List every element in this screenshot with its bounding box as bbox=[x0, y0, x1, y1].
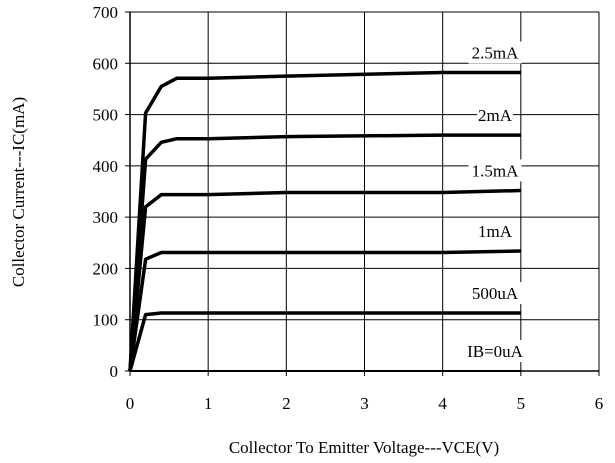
x-tick-label: 5 bbox=[517, 394, 526, 413]
series-line bbox=[128, 188, 521, 372]
y-tick-label: 500 bbox=[93, 106, 119, 125]
curve-label: 2.5mA bbox=[472, 44, 519, 63]
y-tick-label: 200 bbox=[93, 259, 119, 278]
x-tick-label: 2 bbox=[282, 394, 291, 413]
tick-labels: 0 1 2 3 4 5 6 0 100 200 300 400 500 600 700 bbox=[93, 3, 604, 413]
y-tick-label: 300 bbox=[93, 208, 119, 227]
series-group bbox=[128, 70, 521, 372]
x-axis-title: Collector To Emitter Voltage---VCE(V) bbox=[229, 438, 499, 457]
curve-label: 500uA bbox=[472, 284, 519, 303]
x-tick-label: 4 bbox=[438, 394, 447, 413]
curve-label-background bbox=[464, 340, 526, 362]
y-tick-label: 600 bbox=[93, 54, 119, 73]
curve-label: 1.5mA bbox=[472, 161, 519, 180]
y-tick-label: 0 bbox=[110, 362, 119, 381]
curve-label: 2mA bbox=[478, 106, 513, 125]
y-tick-label: 100 bbox=[93, 311, 119, 330]
axes bbox=[125, 11, 600, 376]
curve-label: 1mA bbox=[478, 222, 513, 241]
curve-label: IB=0uA bbox=[467, 342, 524, 361]
curve-label-background bbox=[468, 41, 522, 64]
series-line bbox=[128, 249, 521, 372]
series-line bbox=[128, 311, 521, 372]
curve-label-background bbox=[468, 159, 522, 182]
curve-label-background bbox=[477, 104, 513, 127]
curve-labels: IB=0uA 500uA 1mA 1.5mA 2mA 2.5mA bbox=[464, 41, 526, 362]
y-tick-label: 400 bbox=[93, 157, 119, 176]
x-tick-label: 0 bbox=[126, 394, 135, 413]
x-tick-label: 6 bbox=[595, 394, 604, 413]
curve-label-background bbox=[477, 219, 513, 242]
curve-label-background bbox=[468, 282, 522, 305]
y-axis-title: Collector Current---IC(mA) bbox=[9, 97, 28, 287]
series-line bbox=[128, 133, 521, 372]
grid bbox=[130, 11, 599, 371]
x-tick-label: 3 bbox=[360, 394, 369, 413]
series-line bbox=[128, 70, 521, 372]
y-tick-label: 700 bbox=[93, 3, 119, 22]
x-tick-label: 1 bbox=[204, 394, 213, 413]
